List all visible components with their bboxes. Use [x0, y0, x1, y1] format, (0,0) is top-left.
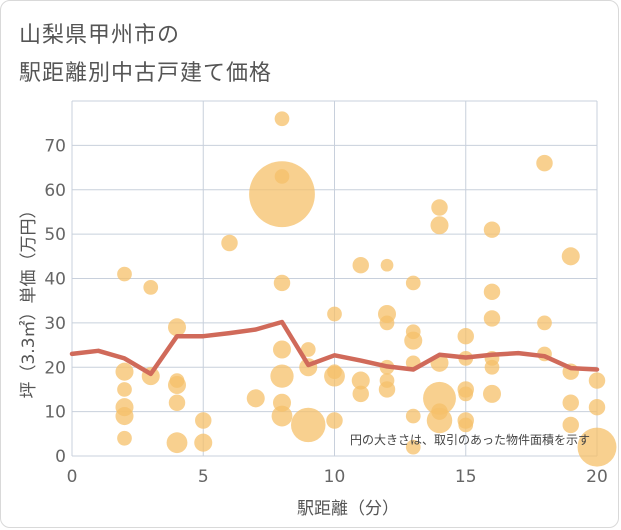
data-point — [380, 258, 394, 272]
average-line-layer — [69, 319, 600, 377]
data-point — [482, 384, 502, 403]
grid — [71, 100, 598, 457]
data-point — [404, 331, 423, 350]
data-point — [352, 385, 369, 403]
data-point — [117, 430, 132, 446]
data-point — [577, 427, 617, 467]
data-point — [300, 342, 316, 357]
y-tick-label: 0 — [55, 447, 66, 467]
data-point — [326, 412, 343, 429]
data-point — [117, 382, 132, 397]
data-point — [167, 318, 187, 337]
y-tick-label: 60 — [44, 181, 66, 201]
chart-title-line1: 山梨県甲州市の — [19, 23, 181, 48]
x-tick-label: 10 — [324, 467, 346, 487]
data-point — [423, 381, 456, 415]
y-tick-label: 50 — [44, 225, 66, 245]
data-point — [430, 216, 449, 235]
data-point — [291, 407, 326, 443]
data-point — [115, 407, 134, 426]
data-point — [562, 394, 579, 411]
data-point — [537, 315, 552, 331]
data-point — [115, 362, 134, 381]
data-point — [351, 371, 370, 390]
x-tick-label: 5 — [198, 467, 209, 487]
y-tick-label: 10 — [44, 403, 66, 423]
x-axis-label: 駅距離（分） — [297, 499, 399, 519]
data-point — [246, 389, 265, 408]
data-point — [483, 283, 501, 301]
data-point — [483, 310, 501, 327]
bubble-layer — [115, 111, 617, 467]
data-point — [458, 386, 474, 402]
y-tick-label: 40 — [44, 270, 66, 290]
x-tick-label: 20 — [586, 467, 608, 487]
data-point — [143, 280, 159, 295]
data-point — [484, 359, 500, 375]
data-point — [562, 416, 579, 434]
tick-labels: 0 5 10 15 20 0 10 20 30 40 50 60 70 — [44, 136, 607, 487]
data-point — [458, 417, 474, 433]
data-point — [431, 199, 448, 216]
data-point — [405, 439, 421, 455]
data-point — [483, 221, 501, 238]
bubble-size-note: 円の大きさは、取引のあった物件面積を示す — [350, 432, 590, 447]
data-point — [167, 375, 187, 395]
data-point — [561, 247, 580, 266]
data-point — [221, 234, 238, 252]
data-point — [588, 398, 606, 416]
data-point — [273, 274, 291, 292]
data-point — [405, 408, 421, 424]
data-point — [426, 407, 453, 434]
chart-title-line2: 駅距離別中古戸建て価格 — [19, 61, 273, 86]
data-point — [274, 111, 290, 127]
x-tick-label: 15 — [455, 467, 477, 487]
data-point — [536, 154, 553, 172]
data-point — [272, 340, 292, 359]
y-tick-label: 70 — [44, 136, 66, 156]
data-point — [378, 381, 396, 398]
data-point — [324, 365, 345, 387]
data-point — [271, 405, 293, 427]
average-line — [69, 319, 600, 377]
y-tick-label: 30 — [44, 314, 66, 334]
data-point — [270, 364, 294, 388]
data-point — [327, 306, 342, 322]
data-point — [457, 327, 474, 345]
data-point — [195, 412, 212, 429]
x-tick-label: 0 — [67, 467, 78, 487]
data-point — [166, 432, 188, 454]
data-point — [117, 266, 132, 282]
data-point — [405, 275, 421, 291]
data-point — [379, 315, 395, 331]
data-point — [168, 394, 186, 411]
data-point — [194, 433, 213, 452]
y-axis-label: 坪（3.3㎡）単価（万円） — [19, 201, 39, 398]
data-point — [249, 161, 315, 228]
y-tick-label: 20 — [44, 358, 66, 378]
data-point — [588, 372, 606, 389]
data-point — [352, 256, 369, 274]
